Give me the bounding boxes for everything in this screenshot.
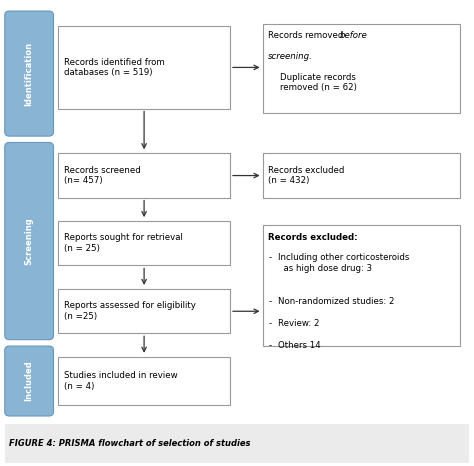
FancyBboxPatch shape bbox=[58, 221, 230, 266]
FancyBboxPatch shape bbox=[58, 356, 230, 405]
FancyBboxPatch shape bbox=[58, 153, 230, 198]
Text: -: - bbox=[268, 253, 271, 262]
Text: Identification: Identification bbox=[25, 41, 34, 106]
Text: -: - bbox=[268, 342, 271, 350]
FancyBboxPatch shape bbox=[58, 289, 230, 333]
FancyBboxPatch shape bbox=[5, 11, 54, 136]
Text: Included: Included bbox=[25, 361, 34, 401]
Text: FIGURE 4: PRISMA flowchart of selection of studies: FIGURE 4: PRISMA flowchart of selection … bbox=[9, 439, 251, 448]
FancyBboxPatch shape bbox=[263, 153, 460, 198]
Text: Records excluded:: Records excluded: bbox=[268, 233, 358, 242]
Text: Review: 2: Review: 2 bbox=[278, 319, 320, 329]
Text: Records screened
(n= 457): Records screened (n= 457) bbox=[64, 165, 140, 185]
Text: Duplicate records
removed (n = 62): Duplicate records removed (n = 62) bbox=[280, 73, 356, 92]
FancyBboxPatch shape bbox=[58, 26, 230, 109]
FancyBboxPatch shape bbox=[5, 425, 469, 463]
Text: -: - bbox=[268, 319, 271, 329]
Text: before: before bbox=[340, 31, 368, 41]
Text: Records removed: Records removed bbox=[268, 31, 346, 41]
Text: -: - bbox=[268, 297, 271, 306]
Text: Records excluded
(n = 432): Records excluded (n = 432) bbox=[268, 165, 345, 185]
Text: Reports sought for retrieval
(n = 25): Reports sought for retrieval (n = 25) bbox=[64, 233, 182, 253]
Text: Records identified from
databases (n = 519): Records identified from databases (n = 5… bbox=[64, 57, 164, 77]
Text: Non-randomized studies: 2: Non-randomized studies: 2 bbox=[278, 297, 395, 306]
Text: Reports assessed for eligibility
(n =25): Reports assessed for eligibility (n =25) bbox=[64, 302, 196, 321]
FancyBboxPatch shape bbox=[5, 143, 54, 340]
Text: screening.: screening. bbox=[268, 52, 313, 61]
FancyBboxPatch shape bbox=[263, 225, 460, 346]
FancyBboxPatch shape bbox=[263, 24, 460, 113]
Text: Screening: Screening bbox=[25, 217, 34, 265]
Text: Studies included in review
(n = 4): Studies included in review (n = 4) bbox=[64, 371, 177, 391]
Text: Including other corticosteroids
  as high dose drug: 3: Including other corticosteroids as high … bbox=[278, 253, 410, 273]
FancyBboxPatch shape bbox=[5, 346, 54, 416]
Text: Others 14: Others 14 bbox=[278, 342, 321, 350]
